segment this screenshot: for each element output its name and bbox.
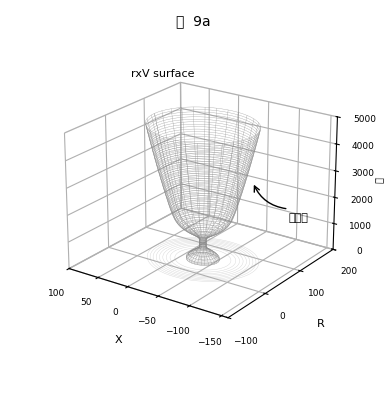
Y-axis label: R: R (317, 319, 325, 329)
X-axis label: X: X (115, 335, 122, 346)
Text: 図  9a: 図 9a (176, 14, 210, 28)
Text: rxV surface: rxV surface (131, 69, 195, 79)
Text: 相差角: 相差角 (289, 213, 308, 223)
